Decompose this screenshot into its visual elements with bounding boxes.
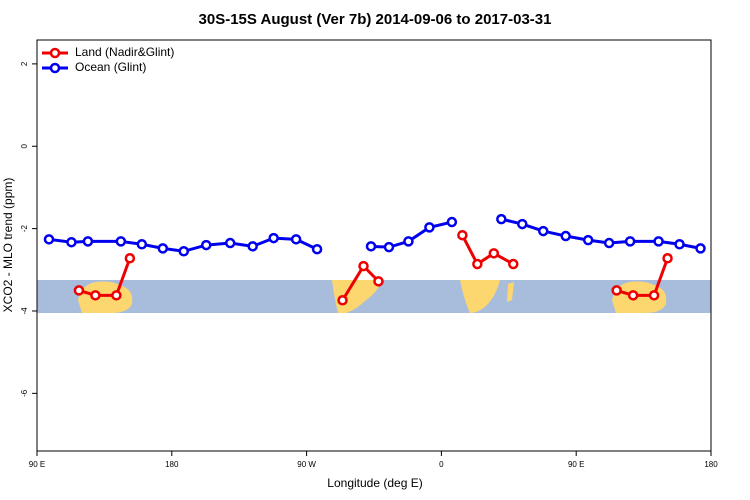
x-tick-label: 90 E	[29, 460, 45, 469]
data-point	[488, 248, 500, 259]
series-line	[500, 217, 701, 250]
data-point	[115, 236, 127, 247]
data-point	[446, 216, 458, 228]
y-tick-label: 0	[20, 143, 29, 148]
data-point	[82, 236, 94, 247]
y-tick-label: -4	[20, 307, 29, 315]
data-point	[560, 230, 571, 242]
data-point	[653, 236, 664, 247]
data-point	[90, 290, 101, 301]
data-point	[311, 243, 323, 255]
chart-title: 30S-15S August (Ver 7b) 2014-09-06 to 20…	[199, 11, 552, 28]
data-point	[424, 222, 435, 233]
data-point	[43, 234, 55, 245]
data-point	[695, 243, 706, 254]
legend-marker	[49, 47, 61, 59]
x-tick-label: 90 W	[297, 460, 316, 469]
data-point	[624, 236, 636, 247]
y-tick-label: -2	[20, 225, 29, 233]
data-point	[582, 234, 594, 246]
data-point	[603, 237, 615, 249]
x-tick-label: 180	[704, 460, 718, 469]
series-line	[461, 234, 515, 267]
data-point	[383, 241, 395, 253]
data-point	[268, 232, 279, 244]
data-point	[662, 253, 673, 264]
data-point	[537, 225, 549, 237]
data-point	[157, 243, 169, 254]
data-point	[365, 241, 377, 252]
data-point	[627, 290, 639, 301]
map-strip	[37, 280, 711, 313]
data-point	[224, 237, 236, 249]
data-point	[611, 285, 622, 296]
x-axis-label: Longitude (deg E)	[327, 476, 422, 490]
series-line	[616, 257, 669, 297]
legend-label: Land (Nadir&Glint)	[75, 45, 174, 59]
data-point	[472, 258, 483, 270]
series-line	[78, 257, 132, 297]
y-tick-label: -6	[20, 389, 29, 397]
x-tick-label: 0	[439, 460, 444, 469]
data-point	[674, 239, 685, 250]
data-point	[247, 241, 258, 252]
data-point	[73, 285, 85, 296]
legend-label: Ocean (Glint)	[75, 60, 146, 74]
legend-marker	[49, 62, 61, 74]
x-tick-label: 90 E	[568, 460, 584, 469]
data-point	[648, 290, 660, 301]
data-point	[111, 290, 122, 301]
data-point	[337, 295, 348, 306]
y-tick-label: 2	[20, 61, 29, 66]
y-axis-label: XCO2 - MLO trend (ppm)	[1, 178, 15, 313]
data-point	[457, 229, 468, 241]
data-point	[66, 236, 77, 248]
data-point	[290, 234, 302, 245]
data-point	[124, 253, 136, 264]
x-tick-label: 180	[165, 460, 179, 469]
data-point	[373, 276, 384, 287]
data-point	[496, 213, 507, 225]
data-point	[178, 246, 190, 257]
data-point	[403, 236, 414, 247]
data-point	[508, 258, 519, 270]
data-point	[358, 260, 369, 272]
data-point	[517, 218, 528, 230]
data-point	[200, 239, 212, 251]
data-point	[136, 239, 148, 250]
plot-frame	[36, 39, 712, 452]
